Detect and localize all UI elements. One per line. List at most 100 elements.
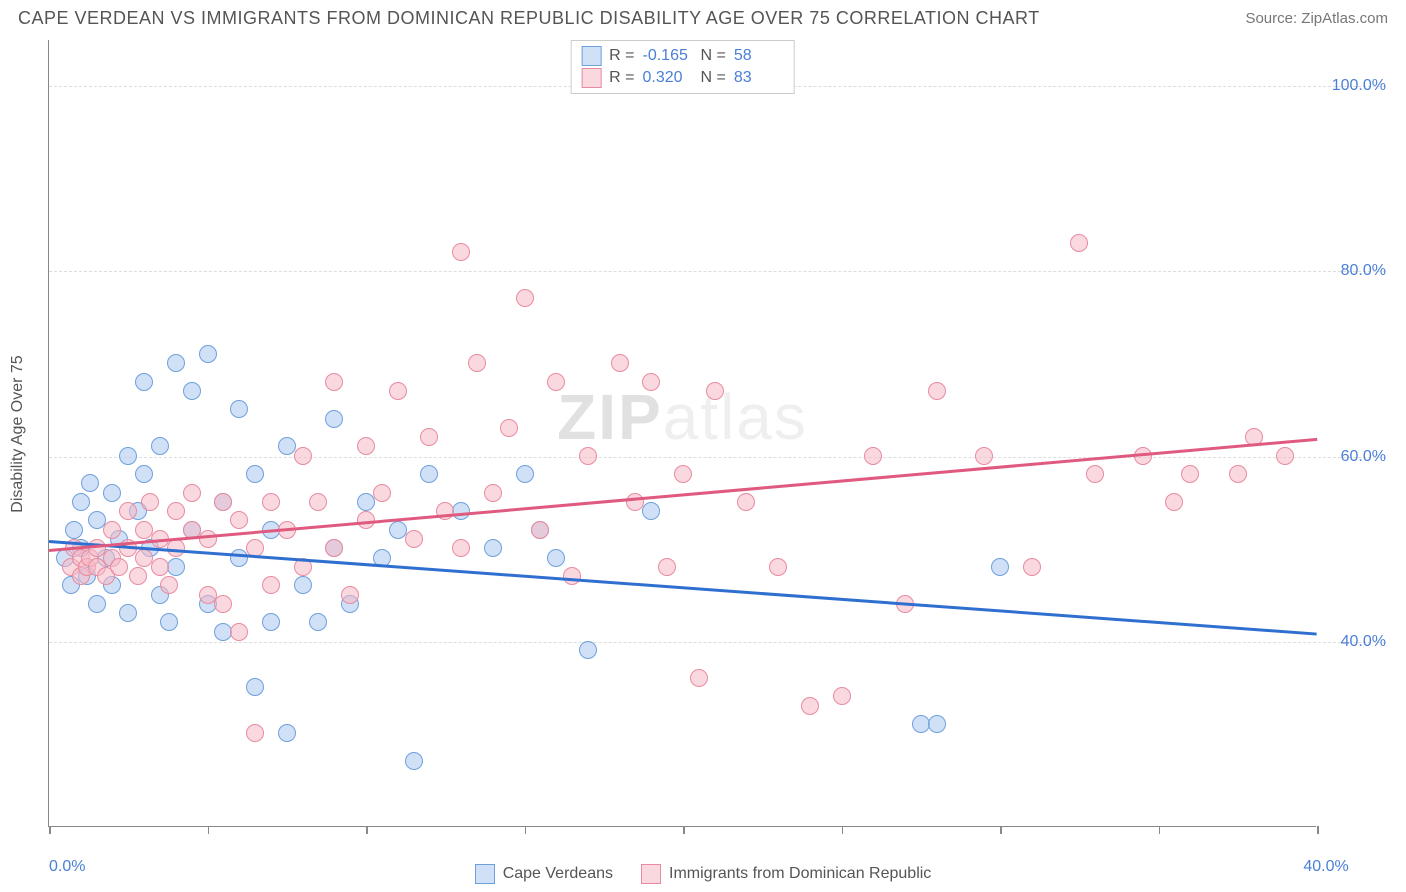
watermark-part2: atlas	[663, 381, 808, 453]
data-point	[1181, 465, 1199, 483]
x-tick	[366, 826, 368, 834]
data-point	[183, 382, 201, 400]
data-point	[262, 613, 280, 631]
watermark-part1: ZIP	[557, 381, 663, 453]
data-point	[167, 502, 185, 520]
data-point	[1086, 465, 1104, 483]
data-point	[230, 400, 248, 418]
data-point	[135, 465, 153, 483]
data-point	[801, 697, 819, 715]
chart-container: ZIPatlas R =-0.165N =58R =0.320N =83 40.…	[48, 40, 1316, 827]
x-tick	[525, 826, 527, 834]
data-point	[658, 558, 676, 576]
x-tick	[842, 826, 844, 834]
y-tick-label: 60.0%	[1322, 448, 1386, 466]
data-point	[183, 484, 201, 502]
data-point	[484, 539, 502, 557]
data-point	[1070, 234, 1088, 252]
data-point	[975, 447, 993, 465]
data-point	[160, 613, 178, 631]
data-point	[642, 502, 660, 520]
data-point	[262, 576, 280, 594]
n-label: N =	[701, 47, 726, 65]
data-point	[357, 493, 375, 511]
data-point	[309, 493, 327, 511]
data-point	[294, 447, 312, 465]
data-point	[160, 576, 178, 594]
data-point	[103, 484, 121, 502]
data-point	[230, 549, 248, 567]
data-point	[325, 373, 343, 391]
data-point	[833, 687, 851, 705]
legend-swatch	[641, 864, 661, 884]
legend-stats-row: R =-0.165N =58	[581, 45, 784, 67]
gridline-h	[49, 271, 1386, 272]
data-point	[246, 465, 264, 483]
gridline-h	[49, 457, 1386, 458]
data-point	[547, 549, 565, 567]
data-point	[516, 465, 534, 483]
data-point	[230, 623, 248, 641]
data-point	[135, 373, 153, 391]
data-point	[405, 530, 423, 548]
data-point	[167, 558, 185, 576]
data-point	[579, 641, 597, 659]
data-point	[1229, 465, 1247, 483]
data-point	[141, 493, 159, 511]
data-point	[230, 511, 248, 529]
data-point	[420, 428, 438, 446]
data-point	[81, 474, 99, 492]
data-point	[199, 345, 217, 363]
data-point	[103, 521, 121, 539]
n-value: 83	[734, 69, 784, 87]
x-tick	[1159, 826, 1161, 834]
plot-area: ZIPatlas R =-0.165N =58R =0.320N =83 40.…	[48, 40, 1316, 827]
data-point	[991, 558, 1009, 576]
data-point	[547, 373, 565, 391]
data-point	[373, 484, 391, 502]
data-point	[278, 724, 296, 742]
data-point	[436, 502, 454, 520]
data-point	[1023, 558, 1041, 576]
data-point	[151, 437, 169, 455]
legend-series-label: Cape Verdeans	[503, 865, 613, 883]
legend-series-item: Immigrants from Dominican Republic	[641, 864, 931, 884]
data-point	[864, 447, 882, 465]
data-point	[1276, 447, 1294, 465]
data-point	[341, 586, 359, 604]
y-tick-label: 80.0%	[1322, 262, 1386, 280]
legend-series-item: Cape Verdeans	[475, 864, 613, 884]
data-point	[167, 354, 185, 372]
data-point	[405, 752, 423, 770]
data-point	[420, 465, 438, 483]
data-point	[246, 678, 264, 696]
data-point	[246, 724, 264, 742]
data-point	[452, 539, 470, 557]
data-point	[452, 243, 470, 261]
data-point	[642, 373, 660, 391]
data-point	[579, 447, 597, 465]
legend-swatch	[581, 68, 601, 88]
trend-line	[49, 540, 1317, 635]
legend-series-label: Immigrants from Dominican Republic	[669, 865, 931, 883]
legend-stats-row: R =0.320N =83	[581, 67, 784, 89]
n-value: 58	[734, 47, 784, 65]
data-point	[484, 484, 502, 502]
data-point	[294, 576, 312, 594]
data-point	[468, 354, 486, 372]
data-point	[531, 521, 549, 539]
data-point	[516, 289, 534, 307]
data-point	[325, 539, 343, 557]
data-point	[151, 558, 169, 576]
legend-swatch	[581, 46, 601, 66]
data-point	[214, 595, 232, 613]
data-point	[199, 530, 217, 548]
data-point	[110, 558, 128, 576]
data-point	[928, 715, 946, 733]
data-point	[119, 447, 137, 465]
data-point	[500, 419, 518, 437]
data-point	[928, 382, 946, 400]
data-point	[452, 502, 470, 520]
header: CAPE VERDEAN VS IMMIGRANTS FROM DOMINICA…	[0, 0, 1406, 33]
r-value: -0.165	[643, 47, 693, 65]
